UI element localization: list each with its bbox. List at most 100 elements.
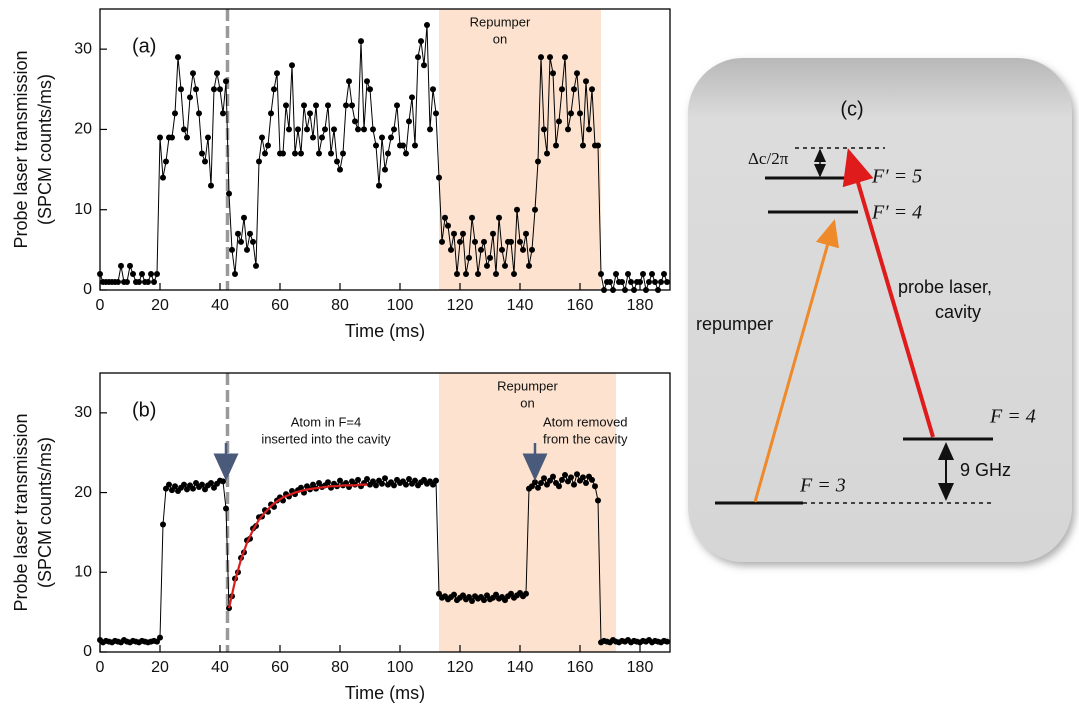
data-point bbox=[412, 142, 418, 149]
data-point bbox=[595, 497, 601, 504]
data-point bbox=[613, 270, 619, 277]
data-point bbox=[592, 483, 598, 490]
data-point bbox=[148, 270, 154, 277]
data-point bbox=[658, 278, 664, 285]
x-tick-label: 20 bbox=[151, 297, 169, 314]
y-tick-label: 10 bbox=[74, 564, 92, 581]
shaded-region bbox=[439, 9, 601, 290]
data-point bbox=[640, 270, 646, 277]
data-point bbox=[385, 150, 391, 157]
data-point bbox=[433, 477, 439, 484]
data-point bbox=[484, 262, 490, 269]
data-point bbox=[580, 474, 586, 481]
y-tick-label: 30 bbox=[74, 404, 92, 421]
data-point bbox=[550, 70, 556, 77]
data-point bbox=[340, 150, 346, 157]
data-point bbox=[523, 590, 529, 597]
data-point bbox=[418, 38, 424, 45]
x-tick-label: 140 bbox=[507, 297, 534, 314]
data-point bbox=[118, 262, 124, 269]
data-point bbox=[646, 278, 652, 285]
data-point bbox=[535, 484, 541, 491]
data-point bbox=[295, 126, 301, 133]
data-point bbox=[520, 246, 526, 253]
detuning-label: Δc/2π bbox=[748, 149, 789, 168]
data-point bbox=[115, 278, 121, 285]
panel-label: (c) bbox=[840, 98, 863, 120]
data-point bbox=[487, 254, 493, 261]
data-point bbox=[181, 481, 187, 488]
data-point bbox=[226, 190, 232, 197]
data-point bbox=[292, 150, 298, 157]
data-point bbox=[154, 270, 160, 277]
data-point bbox=[424, 22, 430, 29]
data-point bbox=[217, 86, 223, 93]
data-point bbox=[373, 482, 379, 489]
data-point bbox=[586, 126, 592, 133]
data-point bbox=[499, 246, 505, 253]
data-point bbox=[577, 110, 583, 117]
data-point bbox=[325, 479, 331, 486]
data-point bbox=[289, 62, 295, 69]
data-point bbox=[319, 134, 325, 141]
data-point bbox=[184, 134, 190, 141]
data-point bbox=[208, 182, 214, 189]
data-point bbox=[355, 476, 361, 483]
event-label: from the cavity bbox=[543, 431, 628, 446]
data-point bbox=[157, 634, 163, 641]
data-point bbox=[433, 110, 439, 117]
y-axis-label: (SPCM counts/ms) bbox=[35, 74, 55, 225]
data-point bbox=[223, 78, 229, 85]
data-point bbox=[373, 142, 379, 149]
data-point bbox=[448, 246, 454, 253]
x-tick-label: 100 bbox=[387, 659, 414, 676]
shaded-label: Repumper bbox=[497, 378, 558, 393]
x-tick-label: 20 bbox=[151, 659, 169, 676]
series-line bbox=[99, 25, 668, 292]
data-point bbox=[550, 473, 556, 480]
x-tick-label: 160 bbox=[567, 659, 594, 676]
data-point bbox=[607, 278, 613, 285]
data-point bbox=[325, 102, 331, 109]
data-point bbox=[394, 102, 400, 109]
data-point bbox=[541, 126, 547, 133]
y-tick-label: 20 bbox=[74, 121, 92, 138]
x-tick-label: 80 bbox=[331, 659, 349, 676]
panel-label: (b) bbox=[132, 399, 156, 421]
data-point bbox=[628, 278, 634, 285]
data-point bbox=[460, 230, 466, 237]
data-point bbox=[199, 150, 205, 157]
repumper-arrow bbox=[753, 219, 840, 503]
data-point bbox=[625, 270, 631, 277]
data-point bbox=[523, 230, 529, 237]
data-point bbox=[283, 102, 289, 109]
data-point bbox=[187, 94, 193, 101]
data-point bbox=[481, 238, 487, 245]
data-point bbox=[346, 78, 352, 85]
data-point bbox=[124, 278, 130, 285]
x-tick-label: 140 bbox=[507, 659, 534, 676]
plot-frame bbox=[99, 8, 671, 291]
data-point bbox=[427, 126, 433, 133]
data-point bbox=[202, 158, 208, 165]
data-point bbox=[127, 262, 133, 269]
data-point bbox=[238, 238, 244, 245]
event-label: inserted into the cavity bbox=[261, 431, 391, 446]
data-point bbox=[157, 134, 163, 141]
data-point bbox=[532, 206, 538, 213]
x-tick-label: 100 bbox=[387, 297, 414, 314]
data-point bbox=[562, 54, 568, 61]
data-point bbox=[409, 94, 415, 101]
data-point bbox=[181, 126, 187, 133]
data-point bbox=[388, 134, 394, 141]
data-point bbox=[253, 262, 259, 269]
data-point bbox=[193, 86, 199, 93]
y-tick-label: 30 bbox=[74, 40, 92, 57]
data-point bbox=[547, 54, 553, 61]
data-point bbox=[421, 62, 427, 69]
level-label: F′ = 5 bbox=[871, 166, 922, 188]
data-point bbox=[175, 54, 181, 61]
data-point bbox=[259, 134, 265, 141]
data-point bbox=[583, 480, 589, 487]
